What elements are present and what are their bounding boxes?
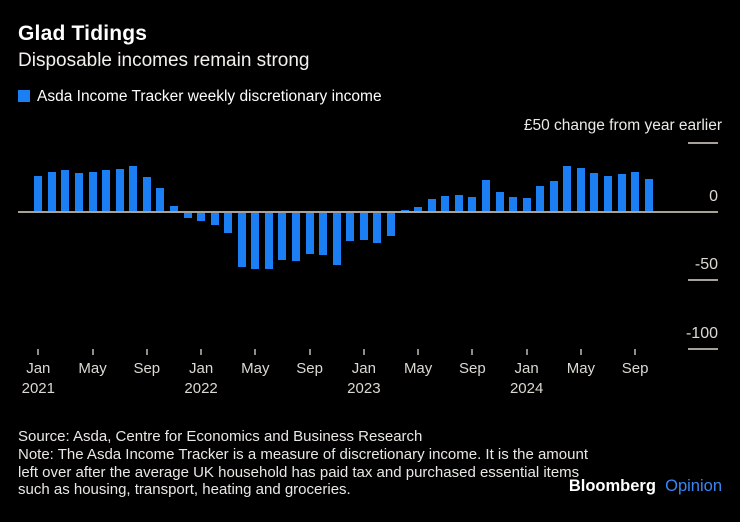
page-title: Glad Tidings <box>18 22 148 45</box>
bar-sep-2024 <box>631 171 640 212</box>
legend-label: Asda Income Tracker weekly discretionary… <box>37 88 382 105</box>
bar-nov-2022 <box>332 211 341 265</box>
x-tick-jan2024 <box>525 349 528 355</box>
bar-oct-2021 <box>156 188 165 212</box>
bar-dec-2021 <box>183 211 192 218</box>
bar-feb-2022 <box>210 211 219 225</box>
bar-jan-2024 <box>522 197 531 212</box>
x-tick-may <box>579 349 582 355</box>
bar-apr-2022 <box>237 211 246 267</box>
source-line: Source: Asda, Centre for Economics and B… <box>18 428 423 445</box>
x-axis-month-label: Jan <box>26 360 51 377</box>
bar-sep-2021 <box>142 176 151 212</box>
bar-jul-2022 <box>278 211 287 260</box>
bar-jan-2022 <box>197 211 206 222</box>
bar-sep-2023 <box>468 196 477 212</box>
zero-baseline <box>18 210 718 213</box>
bar-dec-2022 <box>346 211 355 242</box>
bar-dec-2023 <box>509 196 518 212</box>
bar-mar-2021 <box>61 170 70 212</box>
bar-aug-2021 <box>129 166 138 212</box>
note-text: Note: The Asda Income Tracker is a measu… <box>18 445 588 499</box>
y-axis-label--50: -50 <box>694 256 718 274</box>
bar-apr-2021 <box>74 173 83 212</box>
bar-may-2022 <box>251 211 260 270</box>
y-tick-line-50 <box>688 141 718 144</box>
bar-jan-2021 <box>34 175 43 212</box>
bloomberg-opinion-logo: Bloomberg Opinion <box>569 477 722 496</box>
x-axis-month-label: May <box>403 360 433 377</box>
bar-apr-2024 <box>563 166 572 212</box>
bar-nov-2021 <box>169 205 178 212</box>
x-axis-year-label-2023: 2023 <box>347 380 381 397</box>
bar-sep-2022 <box>305 211 314 255</box>
bar-mar-2023 <box>386 211 395 236</box>
bar-oct-2024 <box>644 179 653 212</box>
chart-subtitle: Disposable incomes remain strong <box>18 50 310 71</box>
bar-jun-2024 <box>590 173 599 212</box>
x-tick-may <box>417 349 420 355</box>
opinion-wordmark: Opinion <box>665 477 722 495</box>
bar-apr-2023 <box>400 209 409 212</box>
footer: Source: Asda, Centre for Economics and B… <box>18 428 596 499</box>
bar-jul-2024 <box>604 175 613 212</box>
bar-aug-2022 <box>292 211 301 261</box>
bar-jul-2021 <box>115 169 124 212</box>
bar-aug-2024 <box>617 173 626 212</box>
x-tick-jan2023 <box>362 349 365 355</box>
bar-jul-2023 <box>441 195 450 212</box>
x-axis-month-label: Sep <box>459 360 486 377</box>
y-axis-label-0: 0 <box>709 187 718 205</box>
bar-oct-2022 <box>319 211 328 255</box>
bar-jun-2022 <box>264 211 273 270</box>
x-axis-month-label: May <box>566 360 596 377</box>
legend-swatch-icon <box>18 90 30 102</box>
y-tick-line--100 <box>688 348 718 351</box>
x-axis-year-label-2022: 2022 <box>184 380 218 397</box>
bar-jan-2023 <box>359 211 368 240</box>
x-tick-may <box>91 349 94 355</box>
bloomberg-wordmark: Bloomberg <box>568 477 656 495</box>
y-axis-label--100: -100 <box>685 325 718 343</box>
bar-jun-2021 <box>102 169 111 212</box>
x-axis-month-label: Sep <box>296 360 323 377</box>
x-axis-month-label: Sep <box>133 360 161 377</box>
x-axis-month-label: May <box>78 360 107 377</box>
bar-may-2023 <box>414 206 423 212</box>
bar-feb-2023 <box>373 211 382 244</box>
x-tick-jan2022 <box>200 349 203 355</box>
x-axis-month-label: Sep <box>621 360 649 377</box>
x-tick-may <box>254 349 257 355</box>
x-axis-month-label: Jan <box>351 360 376 377</box>
bar-mar-2022 <box>224 211 233 233</box>
y-tick-line--50 <box>688 279 718 282</box>
x-axis-month-label: Jan <box>514 360 539 377</box>
bar-oct-2023 <box>481 180 490 212</box>
bar-may-2021 <box>88 171 97 212</box>
x-tick-sep <box>634 349 637 355</box>
x-tick-sep <box>145 349 148 355</box>
bar-feb-2021 <box>47 171 56 212</box>
bar-mar-2024 <box>549 180 558 212</box>
x-axis-month-label: May <box>241 360 270 377</box>
x-tick-sep <box>308 349 311 355</box>
x-axis-month-label: Jan <box>188 360 214 377</box>
x-tick-sep <box>471 349 474 355</box>
bar-may-2024 <box>576 168 585 212</box>
y-axis-unit-label: £50 change from year earlier <box>523 117 722 134</box>
x-axis-year-label-2024: 2024 <box>509 380 544 397</box>
x-tick-jan2021 <box>37 349 40 355</box>
x-axis-year-label-2021: 2021 <box>21 380 55 397</box>
bar-jun-2023 <box>427 198 436 212</box>
bar-nov-2023 <box>495 192 504 212</box>
bar-feb-2024 <box>536 185 545 212</box>
bar-aug-2023 <box>454 194 463 212</box>
